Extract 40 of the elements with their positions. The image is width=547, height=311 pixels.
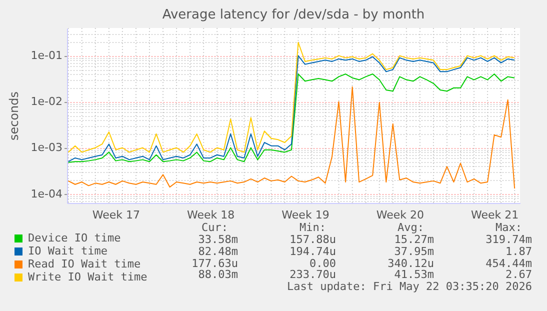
text: 157.88u bbox=[290, 233, 336, 246]
x-tick-label: Week 17 bbox=[92, 208, 140, 222]
text: 1.87 bbox=[506, 244, 532, 258]
text: Last update: Fri May 22 03:35:20 2026 bbox=[286, 280, 532, 293]
text: 0.00 bbox=[310, 256, 336, 270]
text: 82.48m bbox=[198, 244, 238, 258]
legend-label: IO Wait time bbox=[28, 244, 108, 258]
text: 15.27m bbox=[394, 233, 434, 246]
chart-title: Average latency for /dev/sda - by month bbox=[162, 8, 425, 22]
line-series bbox=[68, 86, 516, 190]
x-tick-label: Week 18 bbox=[187, 208, 235, 222]
line-series bbox=[68, 55, 516, 162]
y-tick-label: 1e-02 bbox=[30, 95, 62, 108]
x-tick-label: Week 21 bbox=[470, 208, 519, 222]
y-tick-label: 1e-03 bbox=[30, 141, 62, 154]
text: 33.58m bbox=[198, 233, 238, 246]
legend-label: Write IO Wait time bbox=[28, 270, 148, 284]
legend-label: Device IO time bbox=[28, 232, 121, 244]
legend-label: Read IO Wait time bbox=[28, 258, 141, 270]
text: 194.74u bbox=[290, 244, 336, 258]
y-axis-title: seconds bbox=[6, 91, 21, 141]
text: 340.12u bbox=[388, 256, 434, 270]
line-series bbox=[68, 42, 516, 153]
text: 37.95m bbox=[394, 244, 434, 258]
text: 41.53m bbox=[394, 268, 434, 282]
text: Max: bbox=[496, 221, 522, 234]
text: Cur: bbox=[202, 221, 228, 234]
line-series bbox=[68, 74, 516, 163]
text: 233.70u bbox=[290, 268, 336, 282]
text: 177.63u bbox=[192, 256, 238, 270]
y-tick-label: 1e-01 bbox=[30, 49, 62, 62]
y-tick-label: 1e-04 bbox=[30, 187, 62, 200]
text: 88.03m bbox=[198, 268, 238, 282]
text: 2.67 bbox=[506, 268, 532, 282]
text: 454.44m bbox=[486, 256, 532, 270]
text: Min: bbox=[300, 221, 326, 234]
text: 319.74m bbox=[486, 233, 532, 246]
x-tick-label: Week 19 bbox=[282, 208, 330, 222]
x-tick-label: Week 20 bbox=[376, 208, 424, 222]
text: Avg: bbox=[398, 221, 424, 234]
